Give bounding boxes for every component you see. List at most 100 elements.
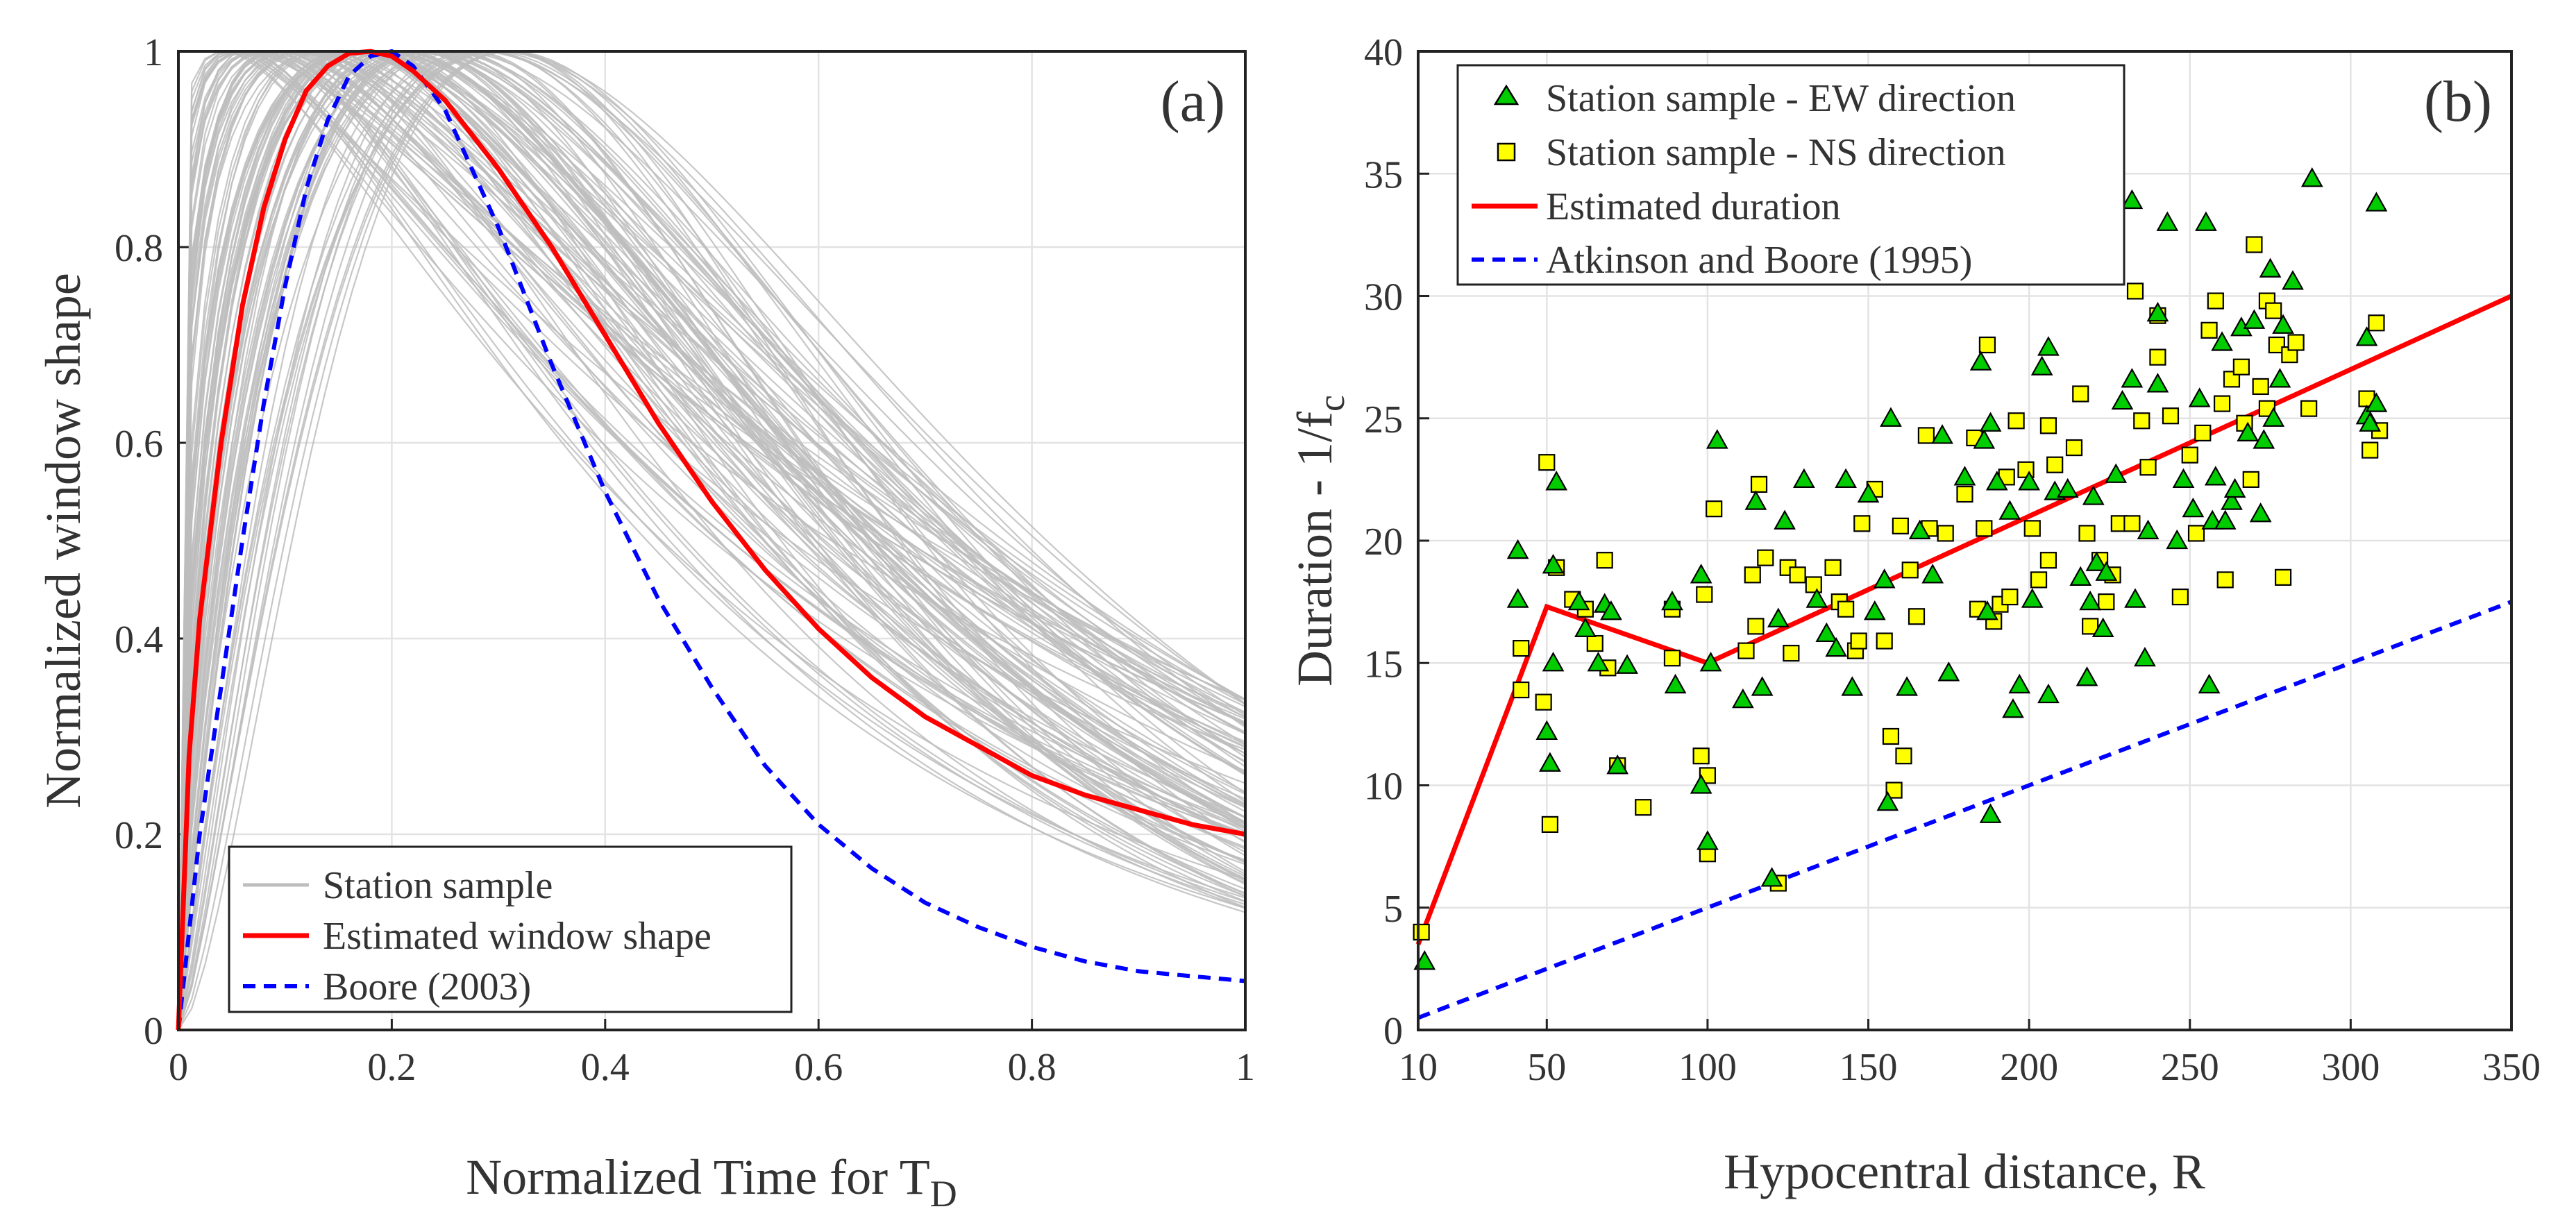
ns-point	[1956, 485, 1973, 503]
panel-b-x-axis-label: Hypocentral distance, R	[1724, 1144, 2205, 1199]
ew-point	[1664, 673, 1687, 694]
ns-point	[1783, 645, 1800, 662]
panel-a-x-tick-labels: 0 0.2 0.4 0.6 0.8 1	[169, 1046, 1255, 1089]
ns-point	[2268, 336, 2285, 354]
ns-point	[1541, 816, 1559, 834]
panel-b-x-tick-label: 350	[2482, 1046, 2541, 1089]
ew-point	[1973, 429, 1996, 449]
station-sample-curve	[177, 50, 1246, 1031]
station-sample-curve	[177, 50, 1246, 1031]
ew-point	[1863, 600, 1886, 620]
ew-point	[2146, 373, 2169, 393]
ns-point	[2023, 520, 2041, 537]
ew-point	[2137, 519, 2160, 540]
ew-point	[1998, 500, 2021, 520]
station-sample-curve	[177, 51, 1246, 1031]
ew-point	[2085, 551, 2108, 571]
ns-point	[1805, 576, 1822, 593]
panel-b-ew-points	[1413, 167, 2388, 970]
panel-a-legend: Station sample Estimated window shape Bo…	[228, 845, 793, 1013]
ew-point	[1600, 600, 1622, 620]
ns-point	[2001, 588, 2019, 606]
ew-point	[1542, 553, 1565, 574]
ew-point	[1774, 509, 1796, 530]
station-sample-curve	[177, 50, 1246, 1031]
ns-point	[2082, 618, 2099, 635]
ew-point	[2365, 392, 2388, 412]
ns-point	[1535, 693, 1552, 711]
panel-a-y-tick-label: 0.2	[115, 814, 163, 857]
ew-point	[2056, 478, 2079, 498]
ns-point	[2246, 236, 2263, 253]
ns-point	[2300, 400, 2318, 417]
panel-a-x-tick-label: 0.4	[581, 1046, 630, 1089]
ns-point	[1882, 727, 1900, 745]
legend-b-estimated-label: Estimated duration	[1546, 185, 1841, 228]
ew-point	[1539, 752, 1561, 772]
panel-a-x-tick-label: 1	[1236, 1046, 1255, 1089]
ns-point	[1663, 650, 1681, 667]
ns-point	[2216, 571, 2234, 589]
panel-b-legend: Station sample - EW direction Station sa…	[1456, 64, 2125, 286]
ew-point	[2195, 211, 2217, 231]
panel-b-axes-box	[1417, 50, 2513, 1031]
panel-a-x-tick-label: 0.8	[1008, 1046, 1057, 1089]
ew-point	[1751, 676, 1774, 696]
ew-point	[2300, 167, 2323, 187]
ew-point	[1606, 754, 1629, 775]
station-sample-curve	[177, 50, 1246, 1031]
legend-b-ns-label: Station sample - NS direction	[1546, 131, 2006, 174]
panel-a-y-axis-label: Normalized window shape	[35, 273, 91, 809]
ns-point	[1750, 475, 1768, 493]
ew-point	[2021, 588, 2044, 608]
ns-point	[1976, 520, 1993, 537]
ew-point	[2037, 336, 2060, 356]
panel-a-station-sample-curves	[177, 50, 1246, 1031]
ns-point	[1757, 549, 1774, 566]
ew-point	[2166, 529, 2189, 550]
station-sample-curve	[177, 50, 1246, 1031]
panel-b-x-tick-label: 50	[1527, 1046, 1566, 1089]
ns-point	[2242, 471, 2259, 488]
ns-point	[2030, 571, 2048, 589]
ew-point	[1908, 519, 1931, 540]
ns-point	[2171, 588, 2189, 606]
ns-point	[1885, 782, 1903, 799]
ew-point	[1880, 407, 1902, 427]
station-sample-curve	[177, 50, 1246, 1031]
panel-b-y-tick-labels: 0 5 10 15 20 25 30 35 40	[1364, 31, 1403, 1053]
ns-point	[2072, 385, 2089, 403]
station-sample-curve	[177, 50, 1246, 1031]
ew-point	[2082, 485, 2105, 505]
ew-point	[1841, 676, 1864, 696]
ew-point	[2008, 673, 2031, 694]
panel-a-x-tick-label: 0.2	[367, 1046, 416, 1089]
ns-point	[1850, 632, 1867, 650]
ns-point	[1908, 608, 1926, 625]
panel-a-x-tick-label: 0	[169, 1046, 188, 1089]
ns-point	[1413, 923, 1430, 941]
ew-point	[2002, 698, 2024, 718]
ns-point	[1513, 639, 1530, 657]
ew-point	[1969, 350, 1992, 371]
ns-point	[2265, 302, 2282, 319]
panel-b-y-tick-label: 0	[1383, 1010, 1403, 1053]
panel-b: 10 50 100 150 200 250 300 350 0510152025303540 …	[1287, 31, 2541, 1199]
ew-point	[1921, 564, 1944, 584]
ns-point	[2098, 593, 2115, 611]
panel-b-y-tick-label: 35	[1364, 153, 1403, 196]
ns-point	[2126, 282, 2144, 300]
panel-b-x-tick-label: 250	[2161, 1046, 2219, 1089]
ns-point	[1892, 517, 1909, 534]
ew-point	[2253, 429, 2275, 449]
ew-point	[1873, 568, 1896, 589]
ew-point	[2204, 466, 2227, 486]
ns-point	[2194, 424, 2212, 442]
ew-point	[1896, 676, 1918, 696]
ew-point	[1690, 774, 1712, 794]
ew-point	[1506, 539, 1529, 559]
ns-point	[1513, 681, 1530, 699]
station-sample-curve	[177, 50, 1246, 1031]
ew-point	[1825, 636, 1848, 657]
panel-b-y-tick-label: 10	[1364, 766, 1403, 809]
